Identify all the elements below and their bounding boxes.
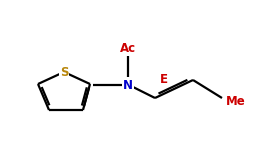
Text: N: N xyxy=(123,78,133,91)
Text: Ac: Ac xyxy=(120,41,136,54)
Text: Me: Me xyxy=(226,95,246,108)
Text: E: E xyxy=(160,73,168,86)
Text: S: S xyxy=(60,65,68,78)
